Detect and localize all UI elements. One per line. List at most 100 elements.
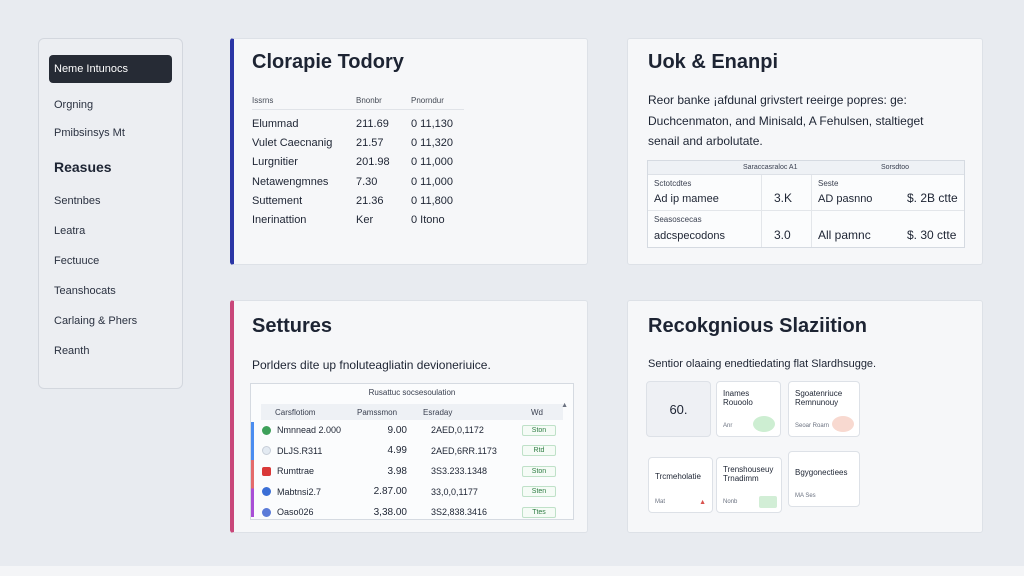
row-label: Ad ip mamee [654, 193, 719, 205]
row-code: 3S3.233.1348 [431, 466, 488, 477]
row-value: 21.36 [356, 194, 384, 207]
table-row[interactable]: Mabtnsi2.7 2.87.00 33,0,0,1177 Sten [255, 482, 565, 503]
tile-subtitle: Mat [655, 499, 666, 505]
card-title: Recokgnious Slaziition [648, 315, 867, 337]
tile-title: Sgoatenriuce Remnunouy [795, 389, 843, 407]
card-title: Settures [252, 315, 333, 337]
status-badge[interactable]: Ttes [522, 506, 556, 518]
row-tag: Sctotcdtes [654, 179, 692, 188]
row-icon-wrap [255, 487, 277, 497]
table-row[interactable]: Rumttrae 3.98 3S3.233.1348 Ston [255, 461, 565, 482]
column-header[interactable]: Issrns [252, 96, 274, 105]
card-description: Reor banke ¡afdunal grivstert reeirge po… [648, 93, 924, 148]
row-code: 33,0,0,1177 [431, 486, 478, 497]
sidebar: Neme Intunocs Orgning Pmibsinsys Mt Reas… [38, 38, 183, 389]
status-badge[interactable]: Ston [522, 465, 556, 477]
row-plan: All pamnc [818, 228, 871, 242]
row-price: 4.99 [387, 445, 407, 457]
row-value: 21.57 [356, 136, 384, 149]
row-plan-cell: Seste AD pasnno [812, 175, 897, 210]
card-description: Porlders dite up fnoluteagliatin devione… [252, 358, 491, 372]
sidebar-item[interactable]: Orgning [54, 99, 94, 111]
column-header[interactable]: Esraday [423, 407, 453, 417]
row-status-wrap: Ttes [513, 506, 565, 518]
row-price: 3,38.00 [373, 506, 407, 518]
table-row[interactable]: Suttement 21.36 0 11,800 [252, 191, 464, 210]
card-category-totals: Clorapie Todory Issrns Bnonbr Pnorndur E… [230, 38, 588, 265]
row-code: 2AED,0,1172 [431, 425, 484, 436]
tile-subtitle: MA Ses [795, 493, 816, 499]
row-status-wrap: Sten [513, 486, 565, 498]
row-name: Nmnnead 2.000 [277, 425, 342, 436]
row-code: 3S2,838.3416 [431, 507, 488, 518]
row-name: DLJS.R311 [277, 445, 323, 456]
column-header[interactable]: Bnonbr [356, 96, 382, 105]
metric-tile[interactable]: 60. [646, 381, 711, 437]
row-price: 9.00 [387, 424, 407, 436]
row-status-wrap: Ston [513, 424, 565, 436]
row-name: Netawengmnes [252, 175, 329, 188]
status-bar [0, 566, 1024, 576]
status-badge[interactable]: Rtd [522, 445, 556, 457]
row-name: Rumttrae [277, 466, 315, 477]
row-amount: 0 11,130 [411, 117, 454, 130]
recognition-tile[interactable]: Trcmeholatie Mat ▲ [648, 457, 713, 513]
sidebar-item[interactable]: Reanth [54, 345, 90, 357]
row-code: 2AED,6RR.1173 [431, 445, 497, 456]
sidebar-item[interactable]: Fectuuce [54, 255, 100, 267]
row-price: $. 30 ctte [907, 228, 957, 242]
table-row[interactable]: Netawengmnes 7.30 0 11,000 [252, 172, 464, 191]
sidebar-heading: Reasues [54, 159, 112, 175]
sparkline-icon [753, 416, 775, 432]
table-row[interactable]: Seasoscecas adcspecodons 3.0 All pamnc $.… [648, 211, 964, 247]
sparkline-icon [832, 416, 854, 432]
sidebar-item[interactable]: Sentnbes [54, 195, 101, 207]
row-price: 2.87.00 [373, 486, 407, 498]
table-row[interactable]: Vulet Caecnanig 21.57 0 11,320 [252, 133, 464, 152]
sidebar-item[interactable]: Teanshocats [54, 285, 116, 297]
row-value: 211.69 [356, 117, 389, 130]
recognition-tile[interactable]: Bgygonectiees MA Ses [788, 451, 860, 507]
metric-value: 60. [669, 401, 688, 417]
row-plan-cell: All pamnc [812, 211, 897, 247]
table-row[interactable]: DLJS.R311 4.99 2AED,6RR.1173 Rtd [255, 441, 565, 462]
column-header[interactable]: Pnorndur [411, 96, 444, 105]
sidebar-item[interactable]: Leatra [54, 225, 86, 237]
tile-subtitle: Nonb [723, 499, 738, 505]
row-price-cell: $. 2B ctte [897, 175, 964, 210]
row-status-wrap: Ston [513, 465, 565, 477]
table-row[interactable]: Oaso026 3,38.00 3S2,838.3416 Ttes [255, 502, 565, 523]
tile-title: Bgygonectiees [795, 468, 848, 477]
column-header: Sorsdtoo [881, 164, 910, 171]
row-plan: AD pasnno [818, 193, 873, 205]
table-row[interactable]: Sctotcdtes Ad ip mamee 3.K Seste AD pasnno… [648, 175, 964, 211]
status-badge[interactable]: Ston [522, 424, 556, 436]
row-value: 3.0 [774, 228, 791, 242]
sidebar-item[interactable]: Pmibsinsys Mt [54, 127, 125, 139]
status-dot-icon [261, 487, 271, 497]
column-header[interactable]: Wd [531, 407, 543, 417]
recognition-tile[interactable]: Sgoatenriuce Remnunouy Seoar Roarn [788, 381, 860, 437]
recognition-tile[interactable]: Inames Rouoolo Anr [716, 381, 781, 437]
scroll-up-icon[interactable]: ▲ [561, 402, 568, 409]
row-icon-wrap [255, 466, 277, 476]
row-value: 3.K [774, 191, 793, 205]
row-amount: 0 11,000 [411, 156, 454, 169]
status-square-icon [261, 466, 271, 476]
recognition-tile[interactable]: Trenshouseuy Trnadimm Nonb [716, 457, 782, 513]
row-value-cell: 3.K [762, 175, 812, 210]
sidebar-item-active[interactable]: Neme Intunocs [49, 55, 172, 83]
row-amount: 0 Itono [411, 214, 445, 227]
status-badge[interactable]: Sten [522, 486, 556, 498]
row-name: Suttement [252, 194, 303, 207]
column-header[interactable]: Carsflotiom [275, 407, 316, 417]
table-row[interactable]: Inerinattion Ker 0 Itono [252, 210, 464, 229]
table-row[interactable]: Elummad 211.69 0 11,130 [252, 114, 464, 133]
table-row[interactable]: Nmnnead 2.000 9.00 2AED,0,1172 Ston [255, 420, 565, 441]
row-price: 3.98 [387, 465, 407, 477]
column-header[interactable]: Pamssmon [357, 407, 398, 417]
sidebar-item[interactable]: Carlaing & Phers [54, 315, 138, 327]
status-dot-icon [261, 425, 271, 435]
totals-table: Issrns Bnonbr Pnorndur Elummad 211.69 0 11… [252, 96, 464, 230]
table-row[interactable]: Lurgnitier 201.98 0 11,000 [252, 153, 464, 172]
